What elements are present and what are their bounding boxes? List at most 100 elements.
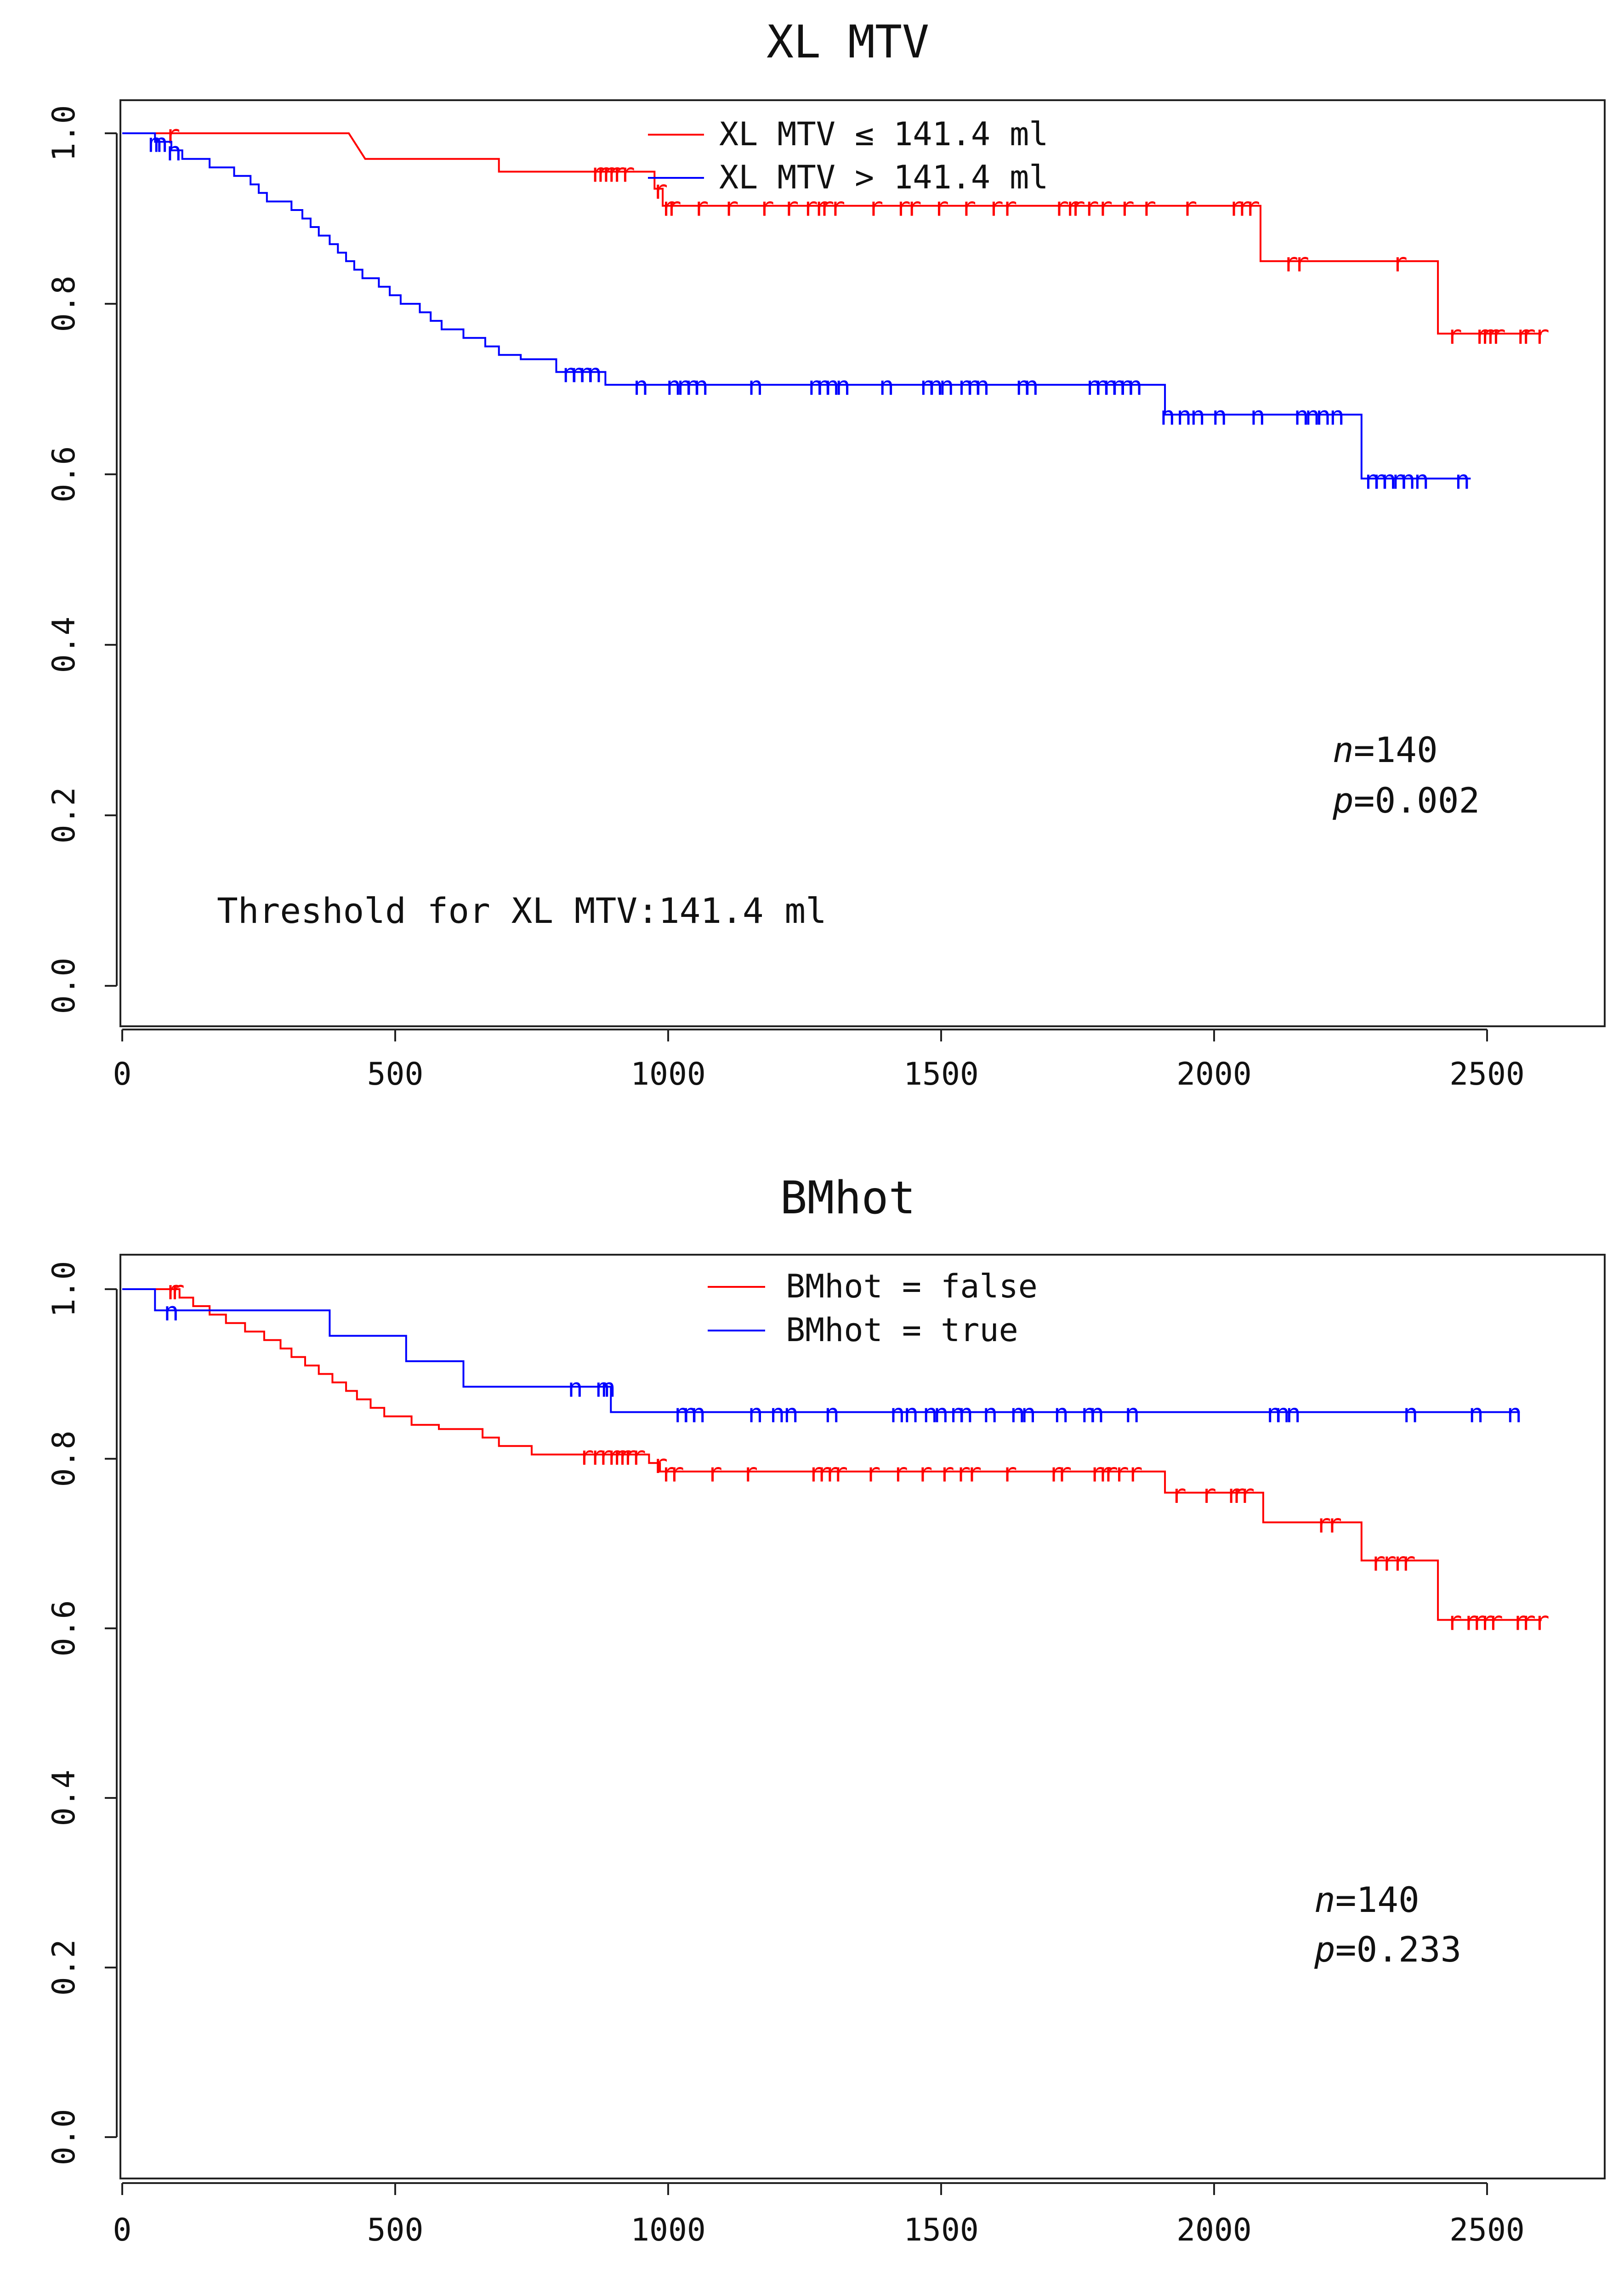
censor-mark: r — [1171, 1479, 1187, 1509]
censor-mark: n — [783, 1399, 799, 1429]
censor-mark: n — [1021, 1399, 1036, 1429]
censor-mark: n — [147, 129, 163, 159]
censor-mark: n — [579, 358, 594, 388]
censor-mark: r — [1447, 1607, 1462, 1637]
censor-mark: r — [606, 159, 621, 188]
censor-mark: r — [961, 193, 977, 222]
censor-mark: r — [966, 1458, 982, 1488]
n-annotation: n=140 — [1314, 1879, 1420, 1920]
censor-mark: n — [682, 1399, 698, 1429]
x-tick-label: 0 — [113, 1056, 132, 1092]
censor-mark: r — [816, 1458, 832, 1488]
censor-mark: n — [922, 1399, 938, 1429]
censor-mark: r — [1084, 193, 1099, 222]
censor-mark: r — [169, 1276, 185, 1306]
censor-mark: n — [974, 371, 990, 401]
censor-mark: n — [690, 1399, 706, 1429]
censor-mark: r — [1231, 1479, 1247, 1509]
censor-mark: n — [950, 1399, 965, 1429]
censor-mark: n — [835, 371, 851, 401]
plot-frame — [119, 99, 1606, 1027]
censor-mark: r — [622, 1441, 638, 1471]
censor-mark: r — [759, 193, 774, 222]
x-tick-label: 1000 — [630, 2212, 706, 2248]
censor-mark: r — [1316, 1509, 1331, 1539]
censor-mark: n — [1305, 401, 1320, 431]
censor-mark: n — [1455, 465, 1471, 495]
censor-mark: n — [824, 1399, 840, 1429]
censor-mark: n — [677, 371, 693, 401]
censor-mark: r — [1097, 1458, 1113, 1488]
annotations: n=140 p=0.002 Threshold for XL MTV:141.4… — [217, 729, 1480, 931]
censor-mark: r — [917, 1458, 933, 1488]
axis-ticks — [105, 1288, 1488, 2195]
censor-mark: r — [819, 193, 835, 222]
censor-mark: n — [1023, 371, 1039, 401]
censor-mark: n — [1266, 1399, 1282, 1429]
n-annotation: n=140 — [1333, 729, 1438, 770]
censor-mark: n — [1275, 1399, 1290, 1429]
censor-mark: n — [1124, 1399, 1140, 1429]
censor-mark: r — [783, 193, 799, 222]
censor-mark: r — [606, 1441, 621, 1471]
censor-mark: r — [933, 193, 949, 222]
censor-mark: r — [1370, 1547, 1386, 1577]
censor-mark: r — [868, 193, 884, 222]
censor-mark: r — [1056, 1458, 1072, 1488]
censor-mark: n — [816, 371, 832, 401]
censor-mark: n — [1329, 401, 1345, 431]
censor-mark: r — [1479, 320, 1495, 350]
censor-mark: n — [1403, 1399, 1419, 1429]
censor-mark: r — [1400, 1547, 1416, 1577]
x-tick-label: 2000 — [1176, 1056, 1252, 1092]
censor-mark: n — [933, 1399, 949, 1429]
censor-mark: r — [1479, 1607, 1495, 1637]
censor-mark: n — [770, 1399, 785, 1429]
censor-mark: n — [1250, 401, 1266, 431]
censor-mark: r — [1520, 1607, 1536, 1637]
censor-mark: n — [1392, 465, 1408, 495]
censor-mark: r — [824, 1458, 840, 1488]
censor-mark: n — [1414, 465, 1430, 495]
censor-mark: r — [1201, 1479, 1216, 1509]
x-tick-label: 1500 — [903, 2212, 979, 2248]
series-line-red — [122, 132, 1542, 335]
x-tick-label: 0 — [113, 2212, 132, 2248]
censor-mark: r — [808, 1458, 823, 1488]
censor-mark: r — [742, 1458, 758, 1488]
censor-mark: r — [1002, 1458, 1017, 1488]
censor-mark: r — [1064, 193, 1080, 222]
censor-mark: n — [1212, 401, 1227, 431]
censor-mark: r — [895, 193, 911, 222]
censor-mark: r — [1490, 320, 1506, 350]
censor-mark: n — [166, 137, 182, 167]
y-tick-label: 0.8 — [46, 1431, 82, 1487]
censor-mark: r — [1327, 1509, 1342, 1539]
censor-mark: n — [164, 1297, 179, 1327]
censor-mark: n — [666, 371, 681, 401]
censor-mark: r — [617, 1441, 632, 1471]
censor-mark: r — [595, 159, 611, 188]
censor-mark: n — [1160, 401, 1175, 431]
censor-mark: n — [939, 371, 954, 401]
censor-mark: n — [903, 1399, 919, 1429]
censor-mark: n — [1373, 465, 1388, 495]
y-tick-label: 0.2 — [46, 787, 82, 844]
x-tick-label: 2500 — [1449, 2212, 1525, 2248]
censor-mark: r — [1228, 193, 1244, 222]
censor-mark: r — [1097, 193, 1113, 222]
censor-mark: n — [824, 371, 840, 401]
censor-mark: r — [1485, 320, 1500, 350]
x-tick-label: 500 — [367, 2212, 424, 2248]
censor-mark: n — [1086, 371, 1102, 401]
censor-mark: r — [1447, 320, 1462, 350]
censor-mark: r — [693, 193, 709, 222]
censor-mark: r — [1471, 1607, 1487, 1637]
censor-mark: r — [630, 1441, 646, 1471]
threshold-annotation: Threshold for XL MTV:141.4 ml — [217, 890, 827, 931]
censor-mark: r — [1534, 1607, 1550, 1637]
censor-mark: r — [1070, 193, 1085, 222]
